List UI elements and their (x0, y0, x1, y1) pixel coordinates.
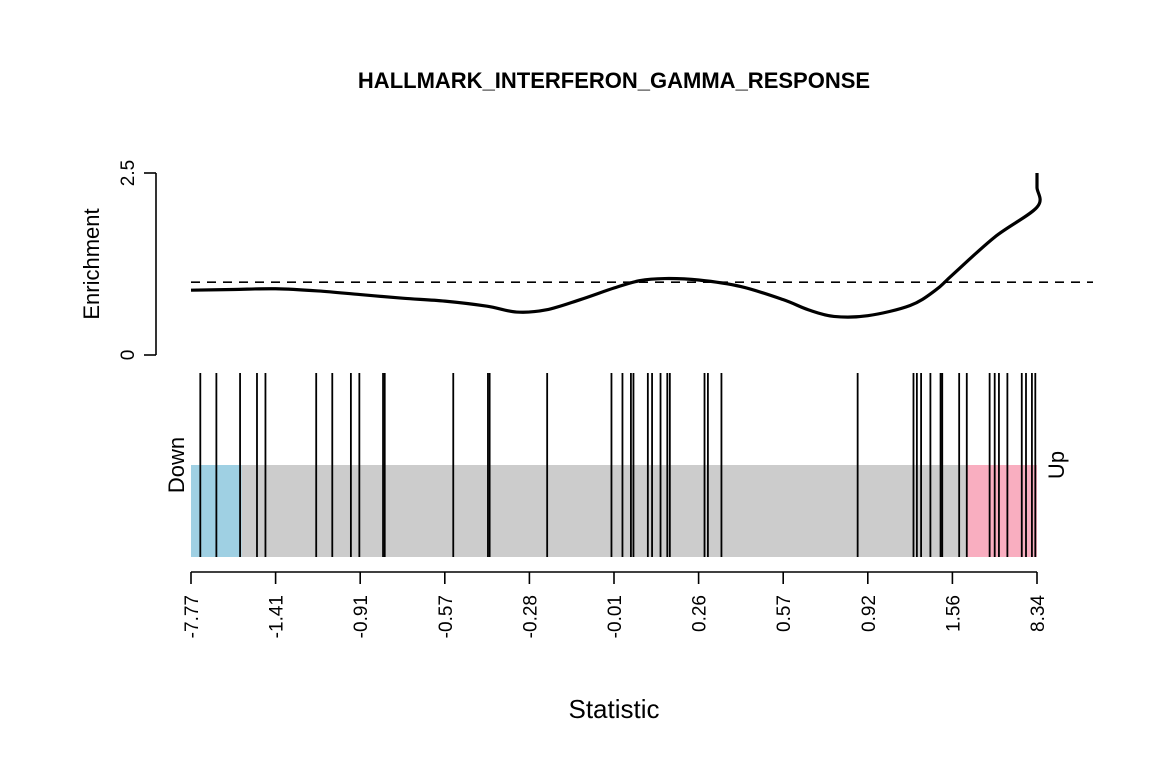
enrichment-curve (190, 173, 1042, 319)
x-tick-label: -1.41 (267, 595, 288, 638)
x-tick-label: -0.01 (605, 595, 626, 638)
x-axis-label: Statistic (568, 694, 659, 724)
enrichment-tick-label: 2.5 (118, 160, 139, 186)
enrichment-tick-label: 0 (118, 350, 139, 361)
enrichment-y-axis: 02.5 (118, 160, 157, 361)
barcode-background (191, 465, 1037, 557)
x-axis: -7.77 -1.41 -0.91 -0.57 -0.28 -0.01 0.26 0.57 0.… (182, 571, 1049, 638)
x-tick-label: 0.57 (774, 595, 795, 632)
x-tick-label: 0.92 (859, 595, 880, 632)
enrichment-axis-label: Enrichment (79, 208, 104, 319)
x-tick-label: -0.91 (351, 595, 372, 638)
x-tick-label: 0.26 (690, 595, 711, 632)
x-tick-label: -0.57 (436, 595, 457, 638)
up-label: Up (1044, 451, 1069, 479)
gene-ticks (199, 373, 1037, 557)
x-tick-label: -0.28 (520, 595, 541, 638)
chart-title: HALLMARK_INTERFERON_GAMMA_RESPONSE (358, 68, 870, 93)
x-tick-label: 8.34 (1028, 595, 1049, 632)
middle-region (241, 465, 967, 557)
x-tick-label: 1.56 (943, 595, 964, 632)
x-tick-label: -7.77 (182, 595, 203, 638)
down-label: Down (164, 437, 189, 493)
